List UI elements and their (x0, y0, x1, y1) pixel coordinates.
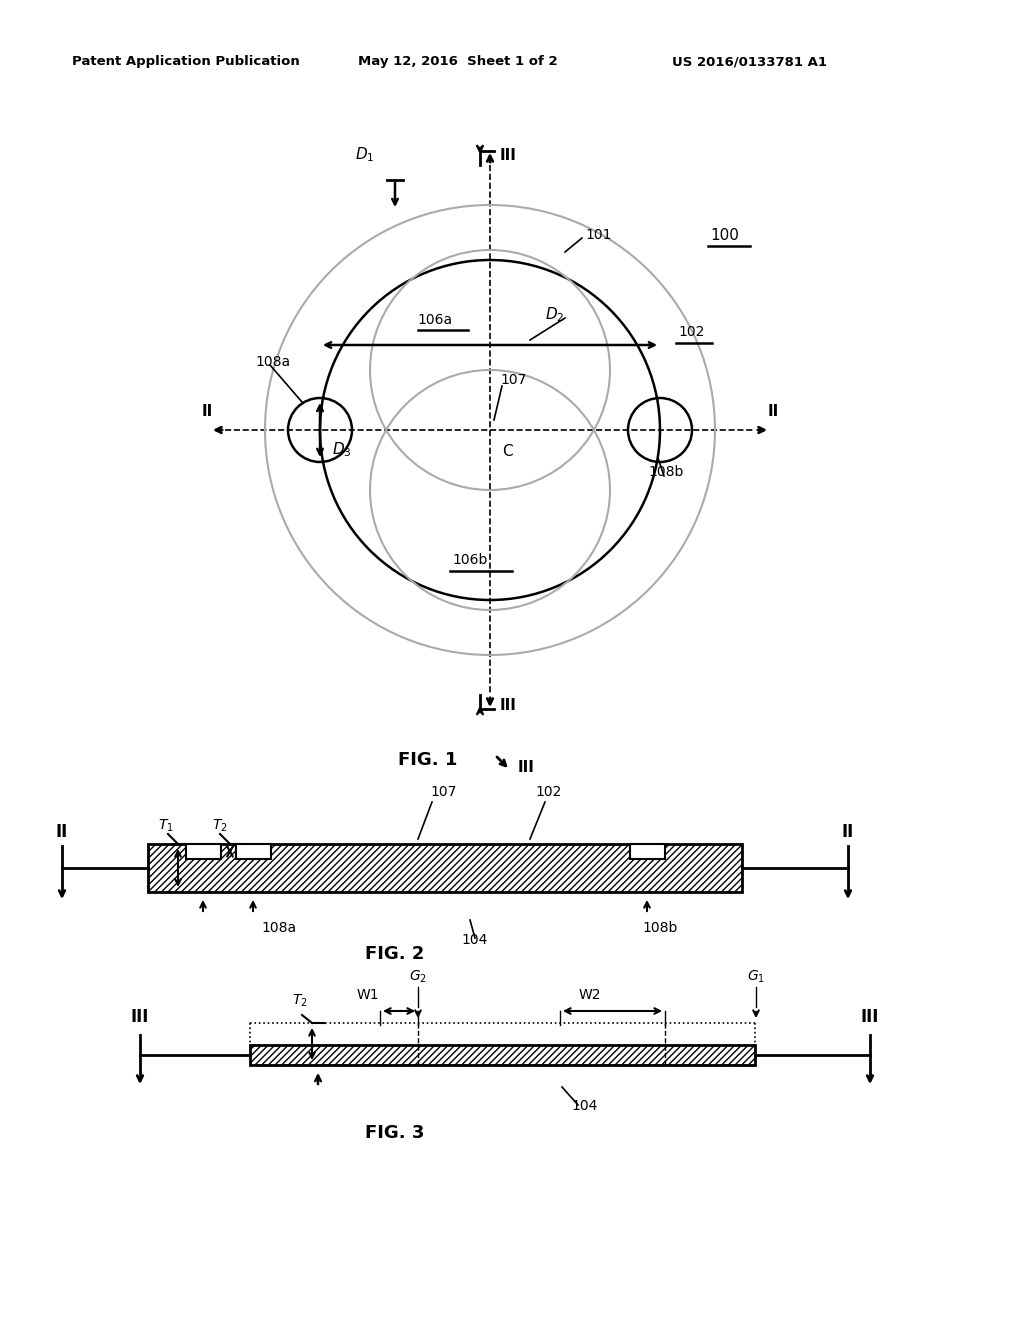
Text: US 2016/0133781 A1: US 2016/0133781 A1 (672, 55, 827, 69)
Text: $T_1$: $T_1$ (158, 818, 174, 834)
Text: FIG. 1: FIG. 1 (398, 751, 458, 770)
Text: II: II (767, 404, 778, 420)
Bar (148, 843, 742, 892)
Text: 100: 100 (710, 227, 739, 243)
Text: 108b: 108b (642, 921, 677, 935)
Text: W2: W2 (579, 987, 601, 1002)
Text: $D_1$: $D_1$ (355, 145, 375, 165)
Bar (250, 1045, 755, 1065)
Text: 107: 107 (500, 374, 526, 387)
Text: $G_2$: $G_2$ (409, 969, 427, 986)
Text: 108a: 108a (255, 355, 290, 370)
Text: FIG. 3: FIG. 3 (366, 1125, 425, 1142)
Text: $D_3$: $D_3$ (332, 441, 351, 459)
Text: II: II (56, 822, 69, 841)
Text: 101: 101 (585, 228, 611, 242)
Text: II: II (202, 404, 213, 420)
Text: III: III (500, 148, 517, 162)
Text: II: II (842, 822, 854, 841)
Text: III: III (500, 697, 517, 713)
Bar (630, 843, 665, 859)
Text: Patent Application Publication: Patent Application Publication (72, 55, 300, 69)
Text: III: III (518, 759, 535, 775)
Text: III: III (131, 1008, 150, 1026)
Text: 104: 104 (571, 1100, 598, 1113)
Text: W1: W1 (356, 987, 379, 1002)
Bar (250, 1045, 755, 1065)
Text: 108b: 108b (648, 465, 683, 479)
Text: $T_2$: $T_2$ (212, 818, 228, 834)
Text: $T_2$: $T_2$ (292, 993, 308, 1010)
Text: FIG. 2: FIG. 2 (366, 945, 425, 964)
Text: III: III (861, 1008, 880, 1026)
Text: 107: 107 (430, 785, 457, 799)
Text: 106b: 106b (453, 553, 487, 568)
Text: 108a: 108a (261, 921, 296, 935)
Bar (186, 843, 221, 859)
Text: $G_1$: $G_1$ (746, 969, 765, 986)
Text: 104: 104 (462, 933, 488, 946)
Bar (148, 843, 742, 892)
Text: C: C (502, 445, 513, 459)
Text: $D_2$: $D_2$ (545, 306, 564, 325)
Text: 102: 102 (535, 785, 561, 799)
Bar (236, 843, 271, 859)
Text: 102: 102 (678, 325, 705, 339)
Text: May 12, 2016  Sheet 1 of 2: May 12, 2016 Sheet 1 of 2 (358, 55, 558, 69)
Text: 106a: 106a (418, 313, 453, 327)
